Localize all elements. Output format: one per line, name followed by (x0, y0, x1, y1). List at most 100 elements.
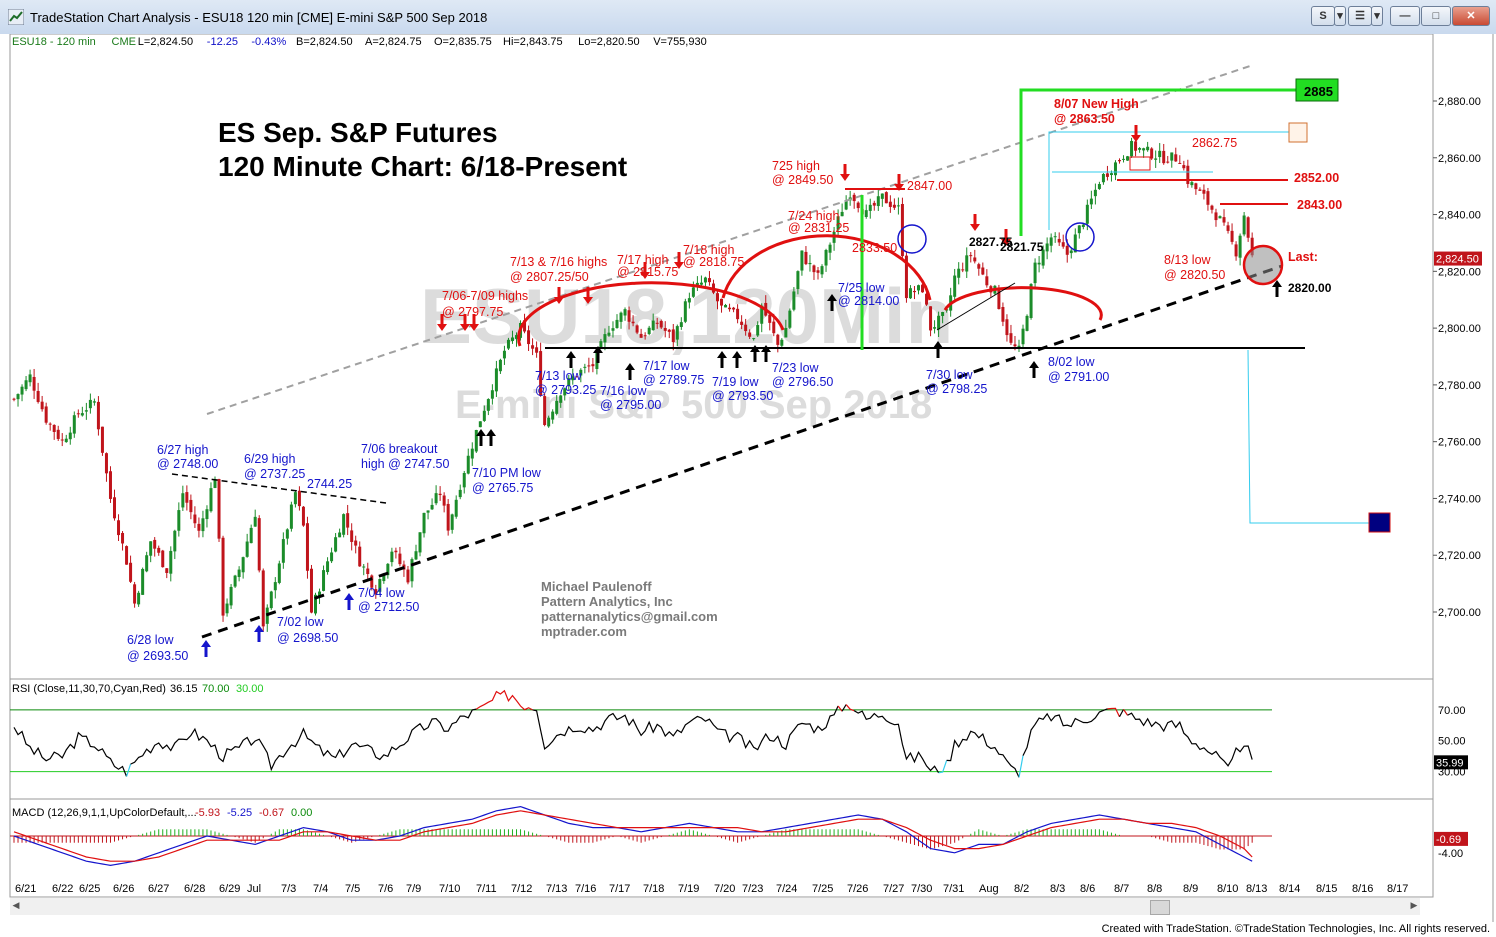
candle-body (1226, 225, 1230, 231)
x-tick-label: 6/28 (184, 883, 205, 895)
candle-body (844, 200, 848, 210)
candle-body (997, 287, 1001, 310)
candle-body (96, 401, 100, 430)
candle-body (494, 368, 498, 392)
x-tick-label: Jul (247, 883, 261, 895)
x-tick-label: 7/23 (742, 883, 763, 895)
candle-body (1061, 242, 1065, 247)
candle-body (1130, 140, 1134, 157)
candle-body (904, 255, 908, 299)
candle-body (607, 332, 611, 336)
symbol-link-button[interactable]: S (1311, 6, 1335, 26)
rsi-label: RSI (Close,11,30,70,Cyan,Red) (12, 683, 166, 695)
candle-body (880, 193, 884, 199)
candle-body (1174, 154, 1178, 162)
red-down-arrow-icon-head (970, 224, 980, 231)
blue-annotation: 6/28 low (127, 633, 175, 647)
candle-body (1190, 182, 1194, 186)
candle-body (559, 395, 563, 403)
title-bar[interactable]: TradeStation Chart Analysis - ESU18 120 … (0, 0, 1496, 35)
red-annotation: @ 2797.75 (442, 305, 503, 319)
candle-body (1065, 245, 1069, 255)
candle-body (261, 570, 265, 627)
candle-body (1178, 162, 1182, 164)
candle-body (679, 322, 683, 327)
candle-body (836, 216, 840, 230)
scroll-right-icon[interactable]: ▶ (1410, 900, 1418, 910)
candle-body (1033, 262, 1037, 284)
scroll-left-icon[interactable]: ◀ (12, 900, 20, 910)
candle-body (1138, 148, 1142, 150)
app-icon (8, 9, 24, 25)
candle-body (868, 204, 872, 211)
candle-body (872, 202, 876, 206)
green-measure-line-2 (1019, 88, 1296, 236)
red-down-arrow-icon (554, 287, 564, 304)
candle-body (635, 325, 639, 333)
candle-body (281, 539, 285, 563)
black-up-arrow-icon (1029, 361, 1039, 378)
red-down-arrow-icon (674, 252, 684, 269)
candle-body (201, 518, 205, 532)
candle-body (121, 532, 125, 544)
candle-body (527, 330, 531, 345)
rsi-value: 36.15 (170, 683, 198, 695)
black-up-arrow-icon (593, 346, 603, 363)
candle-body (1113, 162, 1117, 176)
candle-body (840, 211, 844, 217)
candle-body (1057, 238, 1061, 243)
candle-body (627, 310, 631, 322)
symbol-link-dropdown[interactable]: ▾ (1334, 6, 1346, 26)
x-tick-label: 8/16 (1352, 883, 1373, 895)
blue-annotation: @ 2698.50 (277, 631, 338, 645)
red-annotation: 7/24 high (788, 209, 839, 223)
red-down-arrow-icon-head (554, 297, 564, 304)
candle-body (1101, 173, 1105, 183)
candle-body (788, 310, 792, 328)
maximize-button[interactable]: □ (1421, 6, 1451, 26)
candle-body (269, 591, 273, 609)
candle-body (382, 574, 386, 582)
candle-body (603, 334, 607, 343)
header-field: V=755,930 (653, 36, 707, 48)
candle-body (366, 568, 370, 575)
blue-annotation: 7/02 low (277, 615, 325, 629)
menu-dropdown[interactable]: ▾ (1371, 6, 1383, 26)
candle-body (1250, 237, 1254, 256)
candle-body (1081, 224, 1085, 227)
x-tick-label: 7/6 (378, 883, 393, 895)
x-tick-label: 8/13 (1246, 883, 1267, 895)
candle-body (1009, 333, 1013, 343)
horizontal-scrollbar[interactable]: ◀ ▶ (10, 897, 1420, 915)
chart-background (0, 34, 1496, 922)
x-tick-label: 8/2 (1014, 883, 1029, 895)
minimize-button[interactable]: — (1390, 6, 1420, 26)
candle-body (792, 291, 796, 310)
candle-body (1150, 148, 1154, 159)
black-up-arrow-icon (476, 429, 486, 446)
candle-body (1194, 183, 1198, 190)
arc-top-2 (721, 234, 932, 301)
candle-body (720, 298, 724, 306)
black-up-arrow-icon (732, 351, 742, 368)
candle-body (454, 499, 458, 517)
candle-body (354, 540, 358, 546)
macd-signal-line (13, 810, 1253, 862)
candle-body (314, 594, 317, 614)
x-tick-label: 8/9 (1183, 883, 1198, 895)
menu-button[interactable]: ☰ (1348, 6, 1372, 26)
candle-body (1210, 205, 1214, 210)
blue-up-arrow-icon (344, 593, 354, 610)
close-button[interactable]: ✕ (1452, 6, 1490, 26)
chart-title: ES Sep. S&P Futures (218, 117, 498, 148)
candle-body (744, 324, 748, 332)
candle-body (326, 561, 330, 573)
black-up-arrow-icon-head (625, 363, 635, 370)
rsi-line (1118, 709, 1125, 718)
candle-body (342, 514, 346, 535)
black-up-arrow-icon-head (717, 351, 727, 358)
scroll-thumb[interactable] (1150, 900, 1170, 915)
candle-body (1134, 141, 1138, 151)
black-up-arrow-icon (717, 351, 727, 368)
